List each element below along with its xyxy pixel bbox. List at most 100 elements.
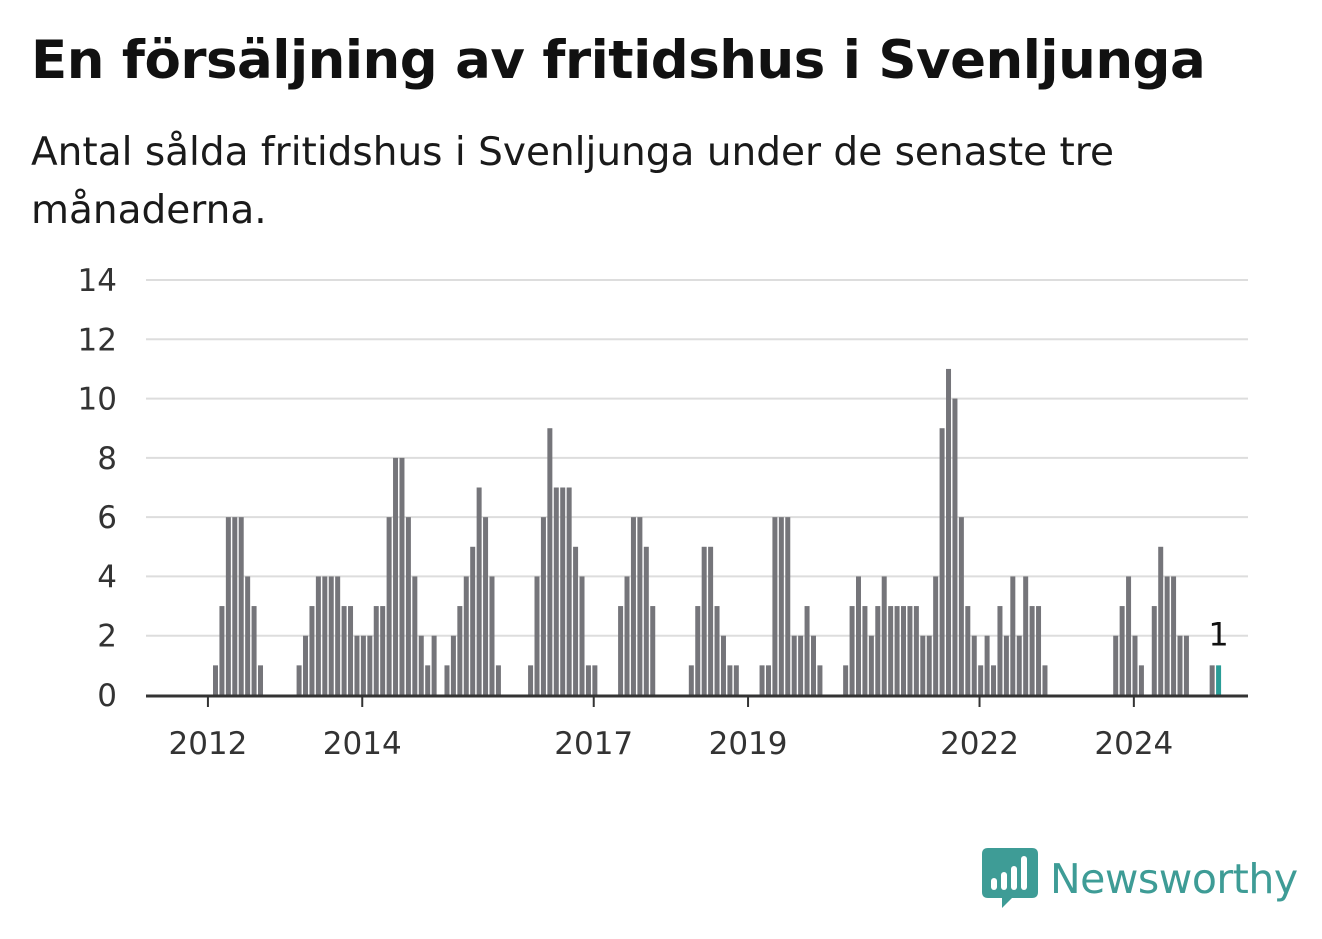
bar: [573, 546, 579, 695]
newsworthy-logo: Newsworthy: [982, 848, 1298, 910]
bar: [849, 606, 855, 695]
bar: [926, 635, 932, 695]
bar: [618, 606, 624, 695]
bar: [547, 428, 553, 695]
bar: [643, 546, 649, 695]
bar: [881, 576, 887, 695]
bar: [1113, 635, 1119, 695]
bar: [225, 517, 231, 695]
bar: [759, 665, 765, 695]
bar: [213, 665, 218, 695]
bar: [335, 576, 341, 695]
bar: [714, 606, 720, 695]
bar: [1010, 576, 1016, 695]
bar: [309, 606, 315, 695]
grid-lines: [146, 279, 1248, 637]
bar: [476, 487, 482, 695]
bar: [695, 606, 701, 695]
newsworthy-logo-text: Newsworthy: [1050, 855, 1298, 903]
bar: [1126, 576, 1132, 695]
bar: [258, 665, 264, 695]
x-tick-label: 2022: [940, 726, 1019, 762]
bar: [1016, 635, 1022, 695]
bar: [875, 606, 881, 695]
bar: [1164, 576, 1170, 695]
bar: [630, 517, 636, 695]
bar: [360, 635, 366, 695]
y-tick-label: 6: [97, 500, 117, 536]
bar: [888, 606, 894, 695]
bar: [251, 606, 257, 695]
bar: [637, 517, 643, 695]
bar: [380, 606, 386, 695]
bar: [489, 576, 495, 695]
bar: [997, 606, 1003, 695]
bar: [1132, 635, 1138, 695]
bar: [303, 635, 309, 695]
bar: [566, 487, 572, 695]
bar: [238, 517, 244, 695]
bar: [431, 635, 437, 695]
bar: [772, 517, 778, 695]
bar: [386, 517, 392, 695]
bar: [373, 606, 379, 695]
last-value-label: 1: [1208, 615, 1228, 653]
bar: [495, 665, 501, 695]
bar: [965, 606, 971, 695]
bar: [553, 487, 559, 695]
bar: [245, 576, 251, 695]
bar: [785, 517, 791, 695]
bar: [393, 457, 399, 695]
bar: [920, 635, 926, 695]
bar: [868, 635, 874, 695]
bar: [856, 576, 861, 695]
bar: [296, 665, 302, 695]
bar: [894, 606, 900, 695]
bar: [341, 606, 347, 695]
bar: [405, 517, 411, 695]
bar: [322, 576, 328, 695]
bar: [412, 576, 418, 695]
bar: [1183, 635, 1189, 695]
bar: [540, 517, 546, 695]
bar: [219, 606, 225, 695]
bar: [425, 665, 431, 695]
bar-latest: [1216, 665, 1222, 695]
y-tick-label: 8: [97, 441, 117, 477]
bar-chart: 0 2 4 6 8 10 12 14 2012 2014 2017 2019 2022 2024 1: [78, 263, 1248, 762]
bar: [1042, 665, 1048, 695]
bar: [720, 635, 726, 695]
x-tick-label: 2019: [709, 726, 788, 762]
bar: [1003, 635, 1009, 695]
bar: [315, 576, 321, 695]
bar: [1171, 576, 1177, 695]
bar: [354, 635, 360, 695]
bar: [1119, 606, 1125, 695]
bar: [457, 606, 463, 695]
bar: [463, 576, 469, 695]
y-axis-ticks: 0 2 4 6 8 10 12 14: [78, 263, 117, 714]
bar: [444, 665, 450, 695]
bar: [399, 457, 405, 695]
bar: [913, 606, 919, 695]
bar: [1151, 606, 1157, 695]
bar: [1209, 665, 1215, 695]
y-tick-label: 4: [97, 559, 117, 595]
chart-title: En försäljning av fritidshus i Svenljung…: [31, 30, 1206, 91]
bar: [907, 606, 913, 695]
bar: [701, 546, 707, 695]
bars: [213, 368, 1222, 695]
y-tick-label: 12: [78, 322, 117, 358]
bar: [791, 635, 797, 695]
chart-subtitle: Antal sålda fritidshus i Svenljunga unde…: [31, 130, 1114, 233]
bar: [528, 665, 534, 695]
x-tick-label: 2024: [1094, 726, 1173, 762]
newsworthy-logo-icon: [982, 848, 1038, 908]
bar: [765, 665, 771, 695]
bar: [560, 487, 566, 695]
bar: [328, 576, 334, 695]
bar: [978, 665, 984, 695]
bar: [579, 576, 585, 695]
bar: [650, 606, 656, 695]
y-tick-label: 10: [78, 382, 117, 418]
